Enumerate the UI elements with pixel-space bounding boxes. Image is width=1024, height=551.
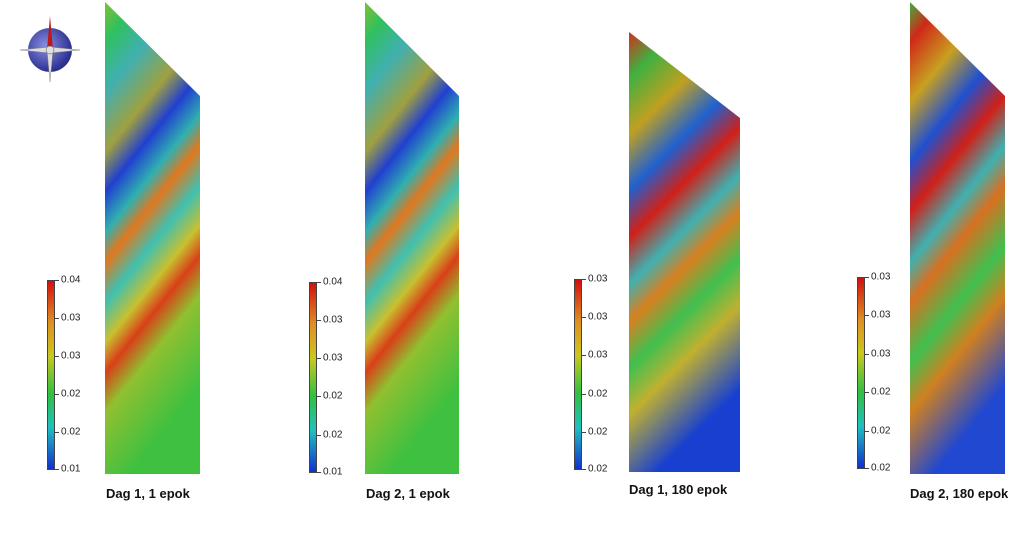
panel-caption-3: Dag 1, 180 epok bbox=[629, 482, 728, 497]
colorbar-tick-label: 0.02 bbox=[588, 463, 608, 475]
colorbar-gradient bbox=[574, 279, 582, 470]
colorbar-tick-label: 0.03 bbox=[871, 309, 891, 321]
colorbar-4: 0.03 0.03 0.03 0.02 0.02 0.02 bbox=[857, 272, 917, 474]
colorbar-2: 0.04 0.03 0.03 0.02 0.02 0.01 bbox=[309, 277, 369, 478]
colorbar-tick-label: 0.03 bbox=[588, 273, 608, 285]
surface-plot-3 bbox=[629, 32, 740, 472]
colorbar-tick-label: 0.02 bbox=[588, 388, 608, 400]
colorbar-tick-label: 0.03 bbox=[323, 314, 343, 326]
colorbar-tick-label: 0.02 bbox=[61, 388, 81, 400]
colorbar-tick-label: 0.01 bbox=[323, 466, 343, 478]
colorbar-tick-label: 0.02 bbox=[323, 429, 343, 441]
colorbar-tick-label: 0.02 bbox=[871, 425, 891, 437]
colorbar-tick-label: 0.03 bbox=[871, 271, 891, 283]
colorbar-tick-label: 0.03 bbox=[323, 352, 343, 364]
surface-plot-2 bbox=[365, 2, 459, 474]
colorbar-tick-label: 0.03 bbox=[61, 312, 81, 324]
colorbar-tick-label: 0.03 bbox=[61, 350, 81, 362]
colorbar-tick-label: 0.03 bbox=[871, 348, 891, 360]
panel-caption-4: Dag 2, 180 epok bbox=[910, 486, 1009, 501]
panel-caption-1: Dag 1, 1 epok bbox=[106, 486, 190, 501]
panel-caption-2: Dag 2, 1 epok bbox=[366, 486, 450, 501]
colorbar-tick-label: 0.04 bbox=[61, 274, 81, 286]
colorbar-tick-label: 0.03 bbox=[588, 349, 608, 361]
colorbar-tick-label: 0.04 bbox=[323, 276, 343, 288]
colorbar-tick-label: 0.02 bbox=[871, 386, 891, 398]
colorbar-gradient bbox=[47, 280, 55, 470]
colorbar-gradient bbox=[309, 282, 317, 473]
colorbar-tick-label: 0.02 bbox=[61, 426, 81, 438]
colorbar-tick-label: 0.02 bbox=[323, 390, 343, 402]
colorbar-gradient bbox=[857, 277, 865, 469]
colorbar-tick-label: 0.01 bbox=[61, 463, 81, 475]
colorbar-tick-label: 0.03 bbox=[588, 311, 608, 323]
orientation-triad-icon bbox=[19, 16, 81, 82]
colorbar-tick-label: 0.02 bbox=[871, 462, 891, 474]
colorbar-3: 0.03 0.03 0.03 0.02 0.02 0.02 bbox=[574, 274, 634, 475]
surface-plot-4 bbox=[910, 2, 1005, 474]
colorbar-tick-label: 0.02 bbox=[588, 426, 608, 438]
surface-plot-1 bbox=[105, 2, 200, 474]
colorbar-1: 0.04 0.03 0.03 0.02 0.02 0.01 bbox=[47, 275, 107, 475]
